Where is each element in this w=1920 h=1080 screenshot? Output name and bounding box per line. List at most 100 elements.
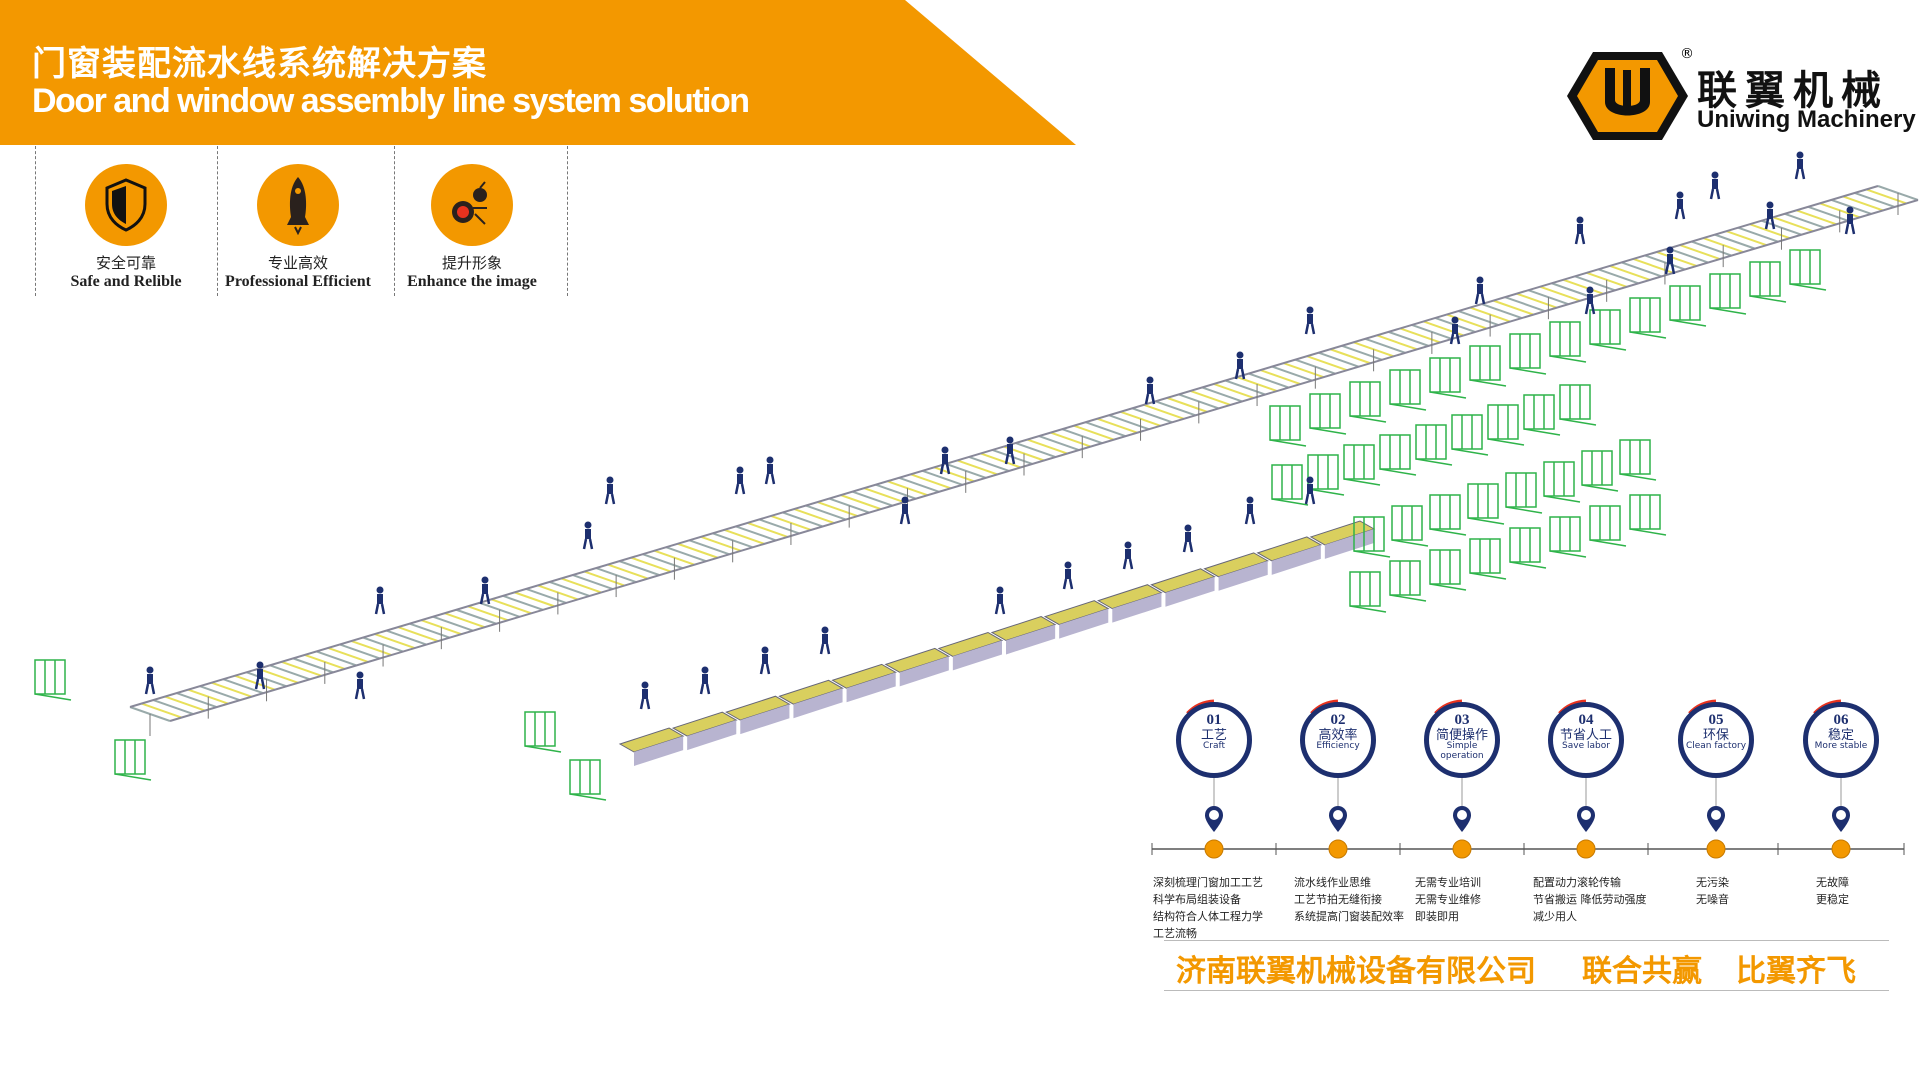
green-rack: [1469, 345, 1507, 387]
conveyor-rail: [327, 647, 369, 663]
conveyor-rail: [432, 615, 474, 632]
conveyor-rail: [1667, 247, 1709, 264]
worker-figure: [1004, 436, 1016, 465]
worker-figure: [939, 446, 951, 475]
logo-name-en: Uniwing Machinery: [1697, 106, 1916, 133]
conveyor-rail: [1260, 369, 1301, 386]
green-rack: [1467, 483, 1505, 525]
registered-mark: ®: [1680, 46, 1694, 62]
conveyor-rail: [1096, 417, 1138, 434]
green-rack: [1509, 527, 1547, 569]
green-rack: [569, 759, 607, 801]
green-rack: [1589, 309, 1627, 351]
worker-figure: [1449, 316, 1461, 345]
conveyor-rail: [560, 577, 602, 594]
conveyor-rail: [1609, 264, 1651, 281]
divider: [394, 146, 395, 296]
conveyor-rail: [1388, 330, 1429, 347]
conveyor-rail: [351, 640, 392, 656]
conveyor-rail: [630, 556, 672, 573]
page-title-en: Door and window assembly line system sol…: [32, 82, 750, 120]
worker-figure: [1062, 561, 1074, 590]
green-rack: [1629, 297, 1667, 339]
conveyor-rail: [176, 692, 217, 709]
worker-figure: [254, 661, 266, 690]
worker-figure: [1304, 476, 1316, 505]
conveyor-rail: [840, 494, 882, 511]
green-rack: [1389, 560, 1427, 602]
conveyor-rail: [1271, 365, 1313, 382]
page-title-cn: 门窗装配流水线系统解决方案: [32, 44, 487, 84]
conveyor-rail: [1842, 195, 1884, 212]
conveyor-rail: [1597, 268, 1639, 285]
conveyor-rail: [397, 626, 439, 643]
header-banner: [0, 0, 1076, 145]
green-rack: [1429, 549, 1467, 591]
conveyor-rail: [257, 667, 299, 684]
conveyor-rail: [1213, 383, 1255, 399]
worker-figure: [1474, 276, 1486, 305]
worker-figure: [1764, 201, 1776, 230]
worker-figure: [699, 666, 711, 695]
feature-safe: 安全可靠 Safe and Relible: [36, 164, 216, 291]
conveyor-rail: [572, 574, 614, 590]
conveyor-rail: [514, 591, 555, 608]
conveyor-rail: [957, 459, 998, 476]
conveyor-rail: [1190, 389, 1231, 406]
conveyor-rail: [1026, 438, 1068, 455]
green-rack: [1269, 405, 1307, 447]
conveyor-rail: [490, 598, 532, 615]
step-badge: 03 简便操作 Simple operation: [1424, 702, 1500, 778]
green-rack: [1669, 285, 1707, 327]
step-badge: 02 高效率 Efficiency: [1300, 702, 1376, 778]
worker-figure: [764, 456, 776, 485]
conveyor-rail: [805, 504, 847, 521]
conveyor-rail: [677, 542, 719, 559]
green-rack: [1487, 404, 1525, 446]
step-description: 无需专业培训 无需专业维修 即装即用: [1415, 876, 1481, 923]
conveyor-rail: [863, 487, 905, 504]
feature-label-cn: 提升形象: [441, 254, 502, 272]
conveyor-rail: [222, 678, 264, 695]
step-description: 无故障 更稳定: [1816, 876, 1849, 906]
conveyor-rail: [700, 535, 742, 552]
conveyor-rail: [1784, 212, 1826, 229]
conveyor-rail: [689, 539, 730, 556]
worker-figure: [144, 666, 156, 695]
conveyor-rail: [1306, 355, 1348, 372]
conveyor-rail: [817, 501, 858, 518]
conveyor-rail: [642, 553, 684, 570]
worker-figure: [374, 586, 386, 615]
motto-1: 联合共赢: [1582, 954, 1702, 989]
conveyor-rail: [1749, 223, 1791, 240]
conveyor-rail: [1283, 362, 1325, 379]
green-rack: [1509, 333, 1547, 375]
divider: [217, 146, 218, 296]
worker-figure: [1844, 206, 1856, 235]
step-description: 配置动力滚轮传输 节省搬运 降低劳动强度 减少用人: [1533, 876, 1647, 923]
step-badge: 04 节省人工 Save labor: [1548, 702, 1624, 778]
step-description: 深刻梳理门窗加工工艺 科学布局组装设备 结构符合人体工程力学 工艺流畅: [1153, 876, 1263, 940]
worker-figure: [1122, 541, 1134, 570]
worker-figure: [1144, 376, 1156, 405]
conveyor-rail: [584, 570, 625, 587]
conveyor-rail: [782, 511, 823, 528]
conveyor-rail: [1166, 396, 1208, 413]
conveyor-rail: [607, 563, 649, 580]
divider: [1164, 990, 1889, 991]
worker-figure: [354, 671, 366, 700]
conveyor-rail: [619, 560, 660, 577]
conveyor-rail: [549, 581, 590, 597]
conveyor-rail: [1329, 348, 1371, 365]
conveyor-rail: [1155, 400, 1196, 417]
conveyor-rail: [1050, 431, 1091, 448]
conveyor-rail: [339, 643, 381, 660]
conveyor-rail: [281, 660, 322, 677]
conveyor-rail: [1539, 285, 1581, 302]
feature-label-cn: 专业高效: [267, 254, 328, 272]
company-name: 济南联翼机械设备有限公司: [1176, 954, 1536, 989]
step-badge: 05 环保 Clean factory: [1678, 702, 1754, 778]
worker-figure: [1794, 151, 1806, 180]
green-rack: [34, 659, 72, 701]
